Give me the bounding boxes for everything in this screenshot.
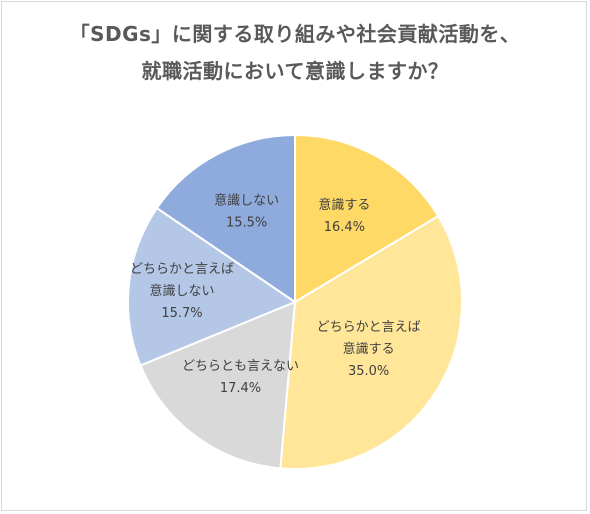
pie-slice-4 bbox=[127, 206, 298, 367]
pie-value-label: 15.7% bbox=[161, 306, 202, 321]
pie-data-label-4: どちらかと言えば意識しない 15.7% bbox=[130, 262, 234, 321]
pie-slices bbox=[127, 133, 463, 470]
pie-data-label-5: 意識しない 15.5% bbox=[214, 193, 279, 231]
pie-slice-1 bbox=[294, 133, 440, 304]
pie-data-label-2: どちらかと言えば意識する 35.0% bbox=[317, 320, 421, 379]
pie-category-label: 意識する bbox=[318, 197, 370, 213]
pie-value-label: 15.5% bbox=[226, 216, 267, 231]
pie-data-labels: 意識する 16.4%どちらかと言えば意識する 35.0%どちらとも言えない 17.4%… bbox=[130, 193, 421, 397]
pie-value-label: 16.4% bbox=[324, 220, 365, 235]
pie-category-label: 意識する bbox=[343, 341, 395, 357]
chart-title-line-1: 「SDGs」に関する取り組みや社会貢献活動を、 bbox=[69, 22, 521, 46]
pie-slice-2 bbox=[279, 214, 463, 470]
pie-value-label: 17.4% bbox=[220, 381, 261, 396]
pie-category-label: 意識しない bbox=[149, 283, 214, 299]
pie-category-label: どちらかと言えば bbox=[317, 320, 421, 335]
pie-slice-5 bbox=[155, 133, 296, 304]
pie-category-label: どちらとも言えない bbox=[182, 359, 299, 374]
pie-data-label-1: 意識する 16.4% bbox=[318, 197, 370, 235]
pie-category-label: どちらかと言えば bbox=[130, 262, 234, 277]
chart-title-line-2: 就職活動において意識しますか？ bbox=[141, 59, 449, 83]
pie-value-label: 35.0% bbox=[348, 364, 389, 379]
pie-data-label-3: どちらとも言えない 17.4% bbox=[182, 359, 299, 396]
pie-category-label: 意識しない bbox=[214, 193, 279, 209]
pie-slice-3 bbox=[139, 300, 297, 470]
